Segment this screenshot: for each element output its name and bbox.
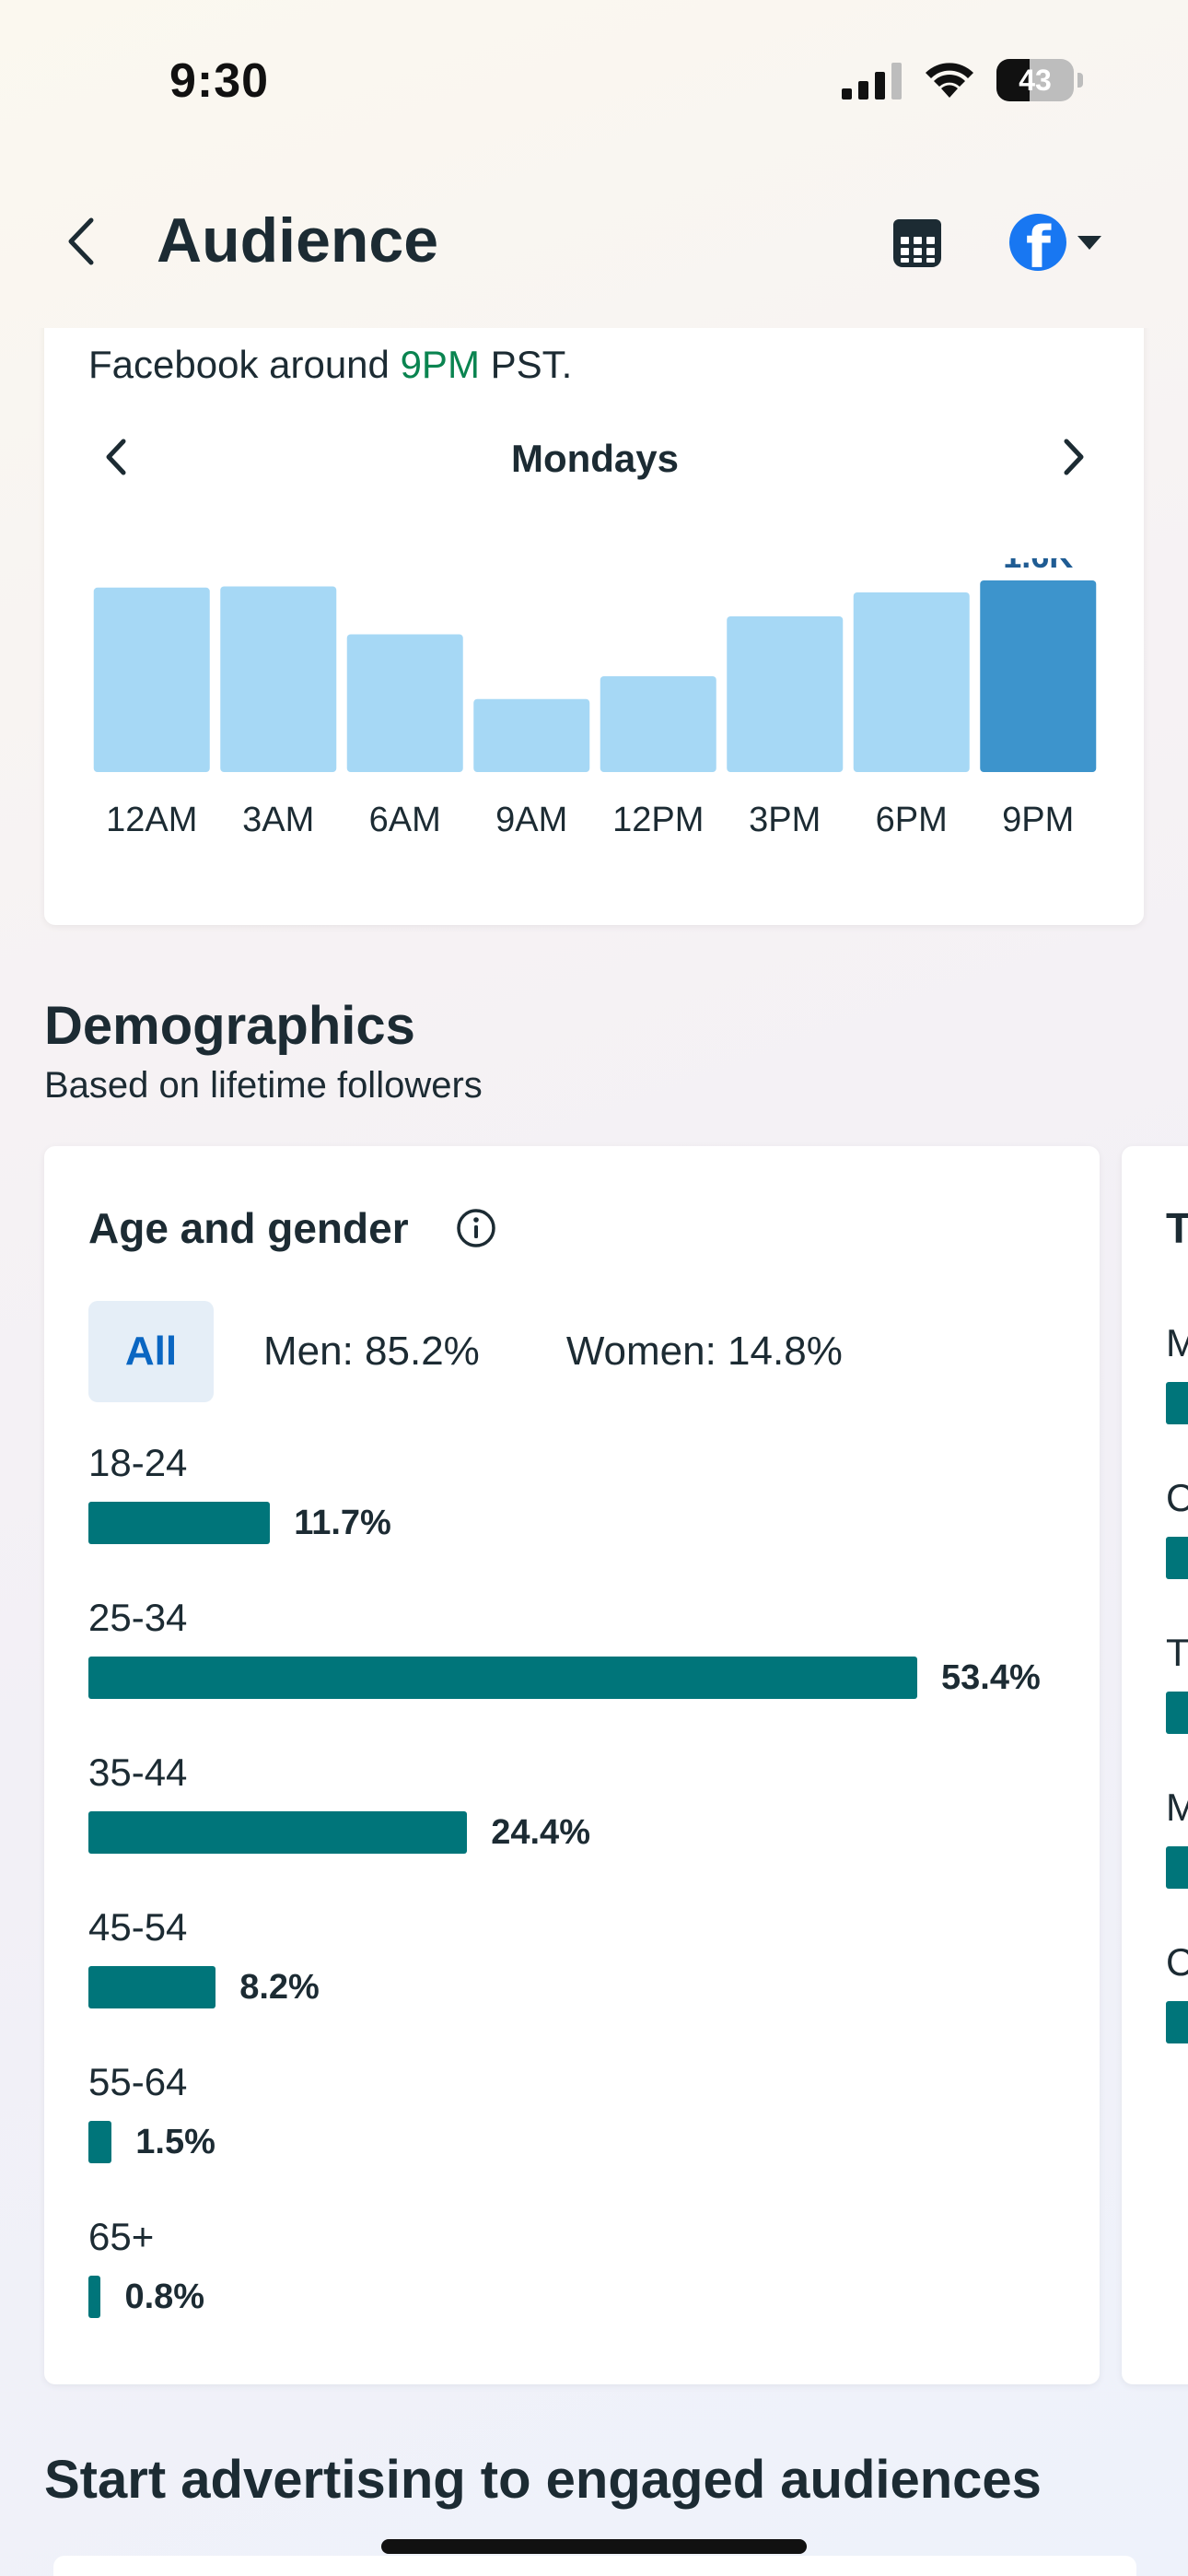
age-row-18-24: 18-24 11.7%: [88, 1441, 1065, 1579]
cellular-signal-icon: [842, 63, 902, 100]
age-bar: [88, 1657, 917, 1699]
age-range-label: 55-64: [88, 2060, 188, 2103]
calendar-button[interactable]: [886, 212, 949, 275]
age-percent-label: 0.8%: [124, 2277, 205, 2316]
summary-highlight-time: 9PM: [400, 343, 480, 386]
account-switcher[interactable]: f: [1009, 210, 1120, 275]
hour-tick-label: 6PM: [876, 801, 948, 839]
age-bar: [88, 2121, 112, 2163]
hour-tick-label: 3AM: [242, 801, 314, 839]
previous-day-button[interactable]: [88, 420, 144, 494]
hour-bar-12am[interactable]: [93, 587, 210, 772]
peek-row-label: T: [1166, 1631, 1188, 1674]
calendar-icon: [893, 219, 941, 267]
back-button[interactable]: [53, 214, 109, 269]
hour-bar-9am[interactable]: [473, 698, 590, 772]
peek-row-bar: [1166, 1382, 1188, 1424]
next-day-button[interactable]: [1046, 420, 1101, 494]
chevron-right-icon: [1064, 439, 1084, 475]
hour-bar-6am[interactable]: [346, 634, 463, 773]
peek-row-label: C: [1166, 1940, 1188, 1984]
demographics-subtitle: Based on lifetime followers: [44, 1065, 483, 1106]
filter-men-button[interactable]: Men: 85.2%: [263, 1329, 480, 1374]
hour-bar-12pm[interactable]: [600, 676, 716, 772]
chevron-left-icon: [68, 217, 94, 265]
hour-bar-3am[interactable]: [220, 586, 337, 773]
age-range-label: 45-54: [88, 1905, 188, 1949]
facebook-logo-icon: f: [1009, 214, 1066, 271]
age-percent-label: 53.4%: [941, 1658, 1041, 1697]
age-row-35-44: 35-44 24.4%: [88, 1751, 1065, 1889]
age-range-label: 35-44: [88, 1751, 188, 1794]
status-bar: 9:30 43: [0, 0, 1188, 157]
page-title: Audience: [157, 205, 439, 275]
caret-down-icon: [1077, 235, 1101, 250]
hour-tick-label: 6AM: [369, 801, 441, 839]
hour-tick-label: 12PM: [612, 801, 704, 839]
battery-level: 43: [1019, 64, 1052, 97]
age-row-25-34: 25-34 53.4%: [88, 1596, 1065, 1734]
summary-prefix: Facebook around: [88, 343, 401, 386]
hour-tick-label: 9AM: [495, 801, 567, 839]
age-bar: [88, 1966, 216, 2008]
hour-tick-label: 3PM: [749, 801, 821, 839]
hour-tick-label: 12AM: [106, 801, 197, 839]
peek-row-bar: [1166, 1692, 1188, 1734]
home-indicator: [381, 2539, 807, 2554]
peek-row-label: M: [1166, 1786, 1188, 1829]
age-range-label: 25-34: [88, 1596, 188, 1639]
peek-row-bar: [1166, 2001, 1188, 2043]
app-header: Audience f: [0, 157, 1188, 328]
wifi-icon: [926, 63, 973, 98]
chevron-left-icon: [106, 439, 126, 475]
filter-all-button[interactable]: All: [88, 1301, 214, 1402]
scroll-content[interactable]: Facebook around 9PM PST. Mondays 12AM 3AM…: [0, 328, 1188, 2576]
age-bar: [88, 1811, 468, 1854]
age-gender-card: Age and gender All Men: 85.2% Women: 14.…: [44, 1146, 1100, 2384]
active-times-summary: Facebook around 9PM PST.: [88, 343, 572, 387]
age-percent-label: 1.5%: [135, 2123, 215, 2161]
peek-row-label: C: [1166, 1476, 1188, 1519]
age-range-label: 65+: [88, 2215, 155, 2258]
age-bar: [88, 2276, 101, 2318]
hour-bar-3pm[interactable]: [727, 616, 844, 772]
gender-filter: All Men: 85.2% Women: 14.8%: [88, 1301, 843, 1402]
peek-row-label: M: [1166, 1321, 1188, 1364]
hour-tick-label: 9PM: [1002, 801, 1074, 839]
filter-women-button[interactable]: Women: 14.8%: [565, 1329, 843, 1374]
age-row-65+: 65+ 0.8%: [88, 2215, 1065, 2353]
age-percent-label: 11.7%: [294, 1504, 391, 1542]
age-bar: [88, 1502, 271, 1544]
battery-icon: 43: [996, 59, 1083, 101]
peek-row-bar: [1166, 1846, 1188, 1889]
hour-bar-9pm[interactable]: [980, 580, 1097, 772]
age-range-label: 18-24: [88, 1441, 188, 1484]
summary-suffix: PST.: [479, 343, 573, 386]
peak-value-label: 1.6K: [1003, 558, 1073, 575]
age-row-55-64: 55-64 1.5%: [88, 2060, 1065, 2198]
status-time: 9:30: [169, 54, 270, 108]
top-locations-card-peek[interactable]: T M C T M C: [1122, 1146, 1188, 2384]
age-gender-title: Age and gender: [88, 1204, 409, 1252]
age-row-45-54: 45-54 8.2%: [88, 1905, 1065, 2043]
peek-card-title: T: [1166, 1204, 1188, 1252]
advertising-card: [53, 2556, 1136, 2576]
demographics-title: Demographics: [44, 996, 415, 1056]
peek-row-bar: [1166, 1537, 1188, 1579]
age-percent-label: 24.4%: [491, 1813, 590, 1852]
age-percent-label: 8.2%: [239, 1968, 320, 2007]
day-navigator: Mondays: [88, 420, 1101, 494]
hour-bar-6pm[interactable]: [853, 592, 970, 772]
day-label: Mondays: [510, 437, 680, 480]
active-times-card: Facebook around 9PM PST. Mondays 12AM 3AM…: [44, 328, 1144, 925]
info-icon[interactable]: [455, 1207, 497, 1249]
advertising-section-title: Start advertising to engaged audiences: [44, 2450, 1042, 2510]
active-hours-bar-chart: 12AM 3AM 6AM 9AM 12PM 3PM 6PM 9PM 1.6K: [93, 558, 1097, 839]
